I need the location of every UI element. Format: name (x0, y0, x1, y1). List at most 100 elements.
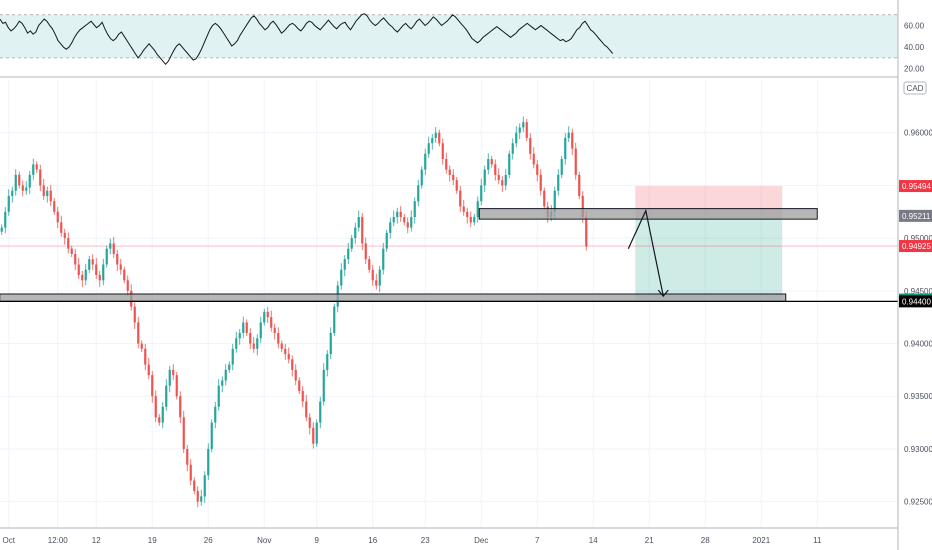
candle-body (256, 338, 259, 349)
candle-body (263, 311, 266, 323)
candle-body (249, 332, 252, 344)
candle-body (77, 264, 80, 276)
candle-body (165, 385, 168, 407)
candle-body (424, 153, 427, 170)
candle-body (483, 169, 486, 186)
candle-body (63, 232, 66, 239)
candle-body (207, 448, 210, 476)
oscillator-tick-label: 40.00 (904, 43, 925, 52)
candle-body (487, 159, 490, 170)
time-tick-label: 9 (315, 536, 320, 545)
candle-body (140, 343, 143, 349)
candle-body (518, 127, 521, 133)
time-tick-label: 16 (368, 536, 377, 545)
currency-badge-label: CAD (907, 84, 924, 93)
candle-body (326, 354, 329, 370)
candle-body (396, 211, 399, 218)
time-tick-label: 28 (701, 536, 710, 545)
candle-body (245, 322, 248, 333)
price-axis[interactable]: 0.960000.955000.950000.945000.940000.935… (897, 0, 932, 550)
candle-body (277, 332, 280, 344)
candle-body (504, 174, 507, 186)
candle-body (508, 153, 511, 175)
candle-body (14, 174, 17, 191)
candle-body (315, 422, 318, 444)
time-tick-label: 21 (645, 536, 654, 545)
candle-body (567, 132, 570, 138)
candle-body (18, 174, 21, 186)
price-tick-label: 0.93000 (904, 445, 932, 454)
candle-body (210, 422, 213, 449)
candle-body (4, 211, 7, 228)
oscillator-tick-label: 60.00 (904, 22, 925, 31)
time-tick-label: 19 (148, 536, 157, 545)
candle-body (361, 217, 364, 244)
projection-path (627, 208, 664, 297)
price-tag (899, 180, 932, 193)
candle-body (441, 143, 444, 160)
candle-body (543, 190, 546, 207)
candle-body (179, 396, 182, 418)
candle-body (88, 259, 91, 270)
candle-body (7, 195, 10, 212)
candle-body (102, 264, 105, 281)
candle-body (375, 280, 378, 286)
time-tick-label: 11 (813, 536, 822, 545)
candle-body (382, 248, 385, 270)
candle-body (39, 169, 42, 186)
price-tag (899, 209, 932, 222)
price-tag-label: 0.94400 (902, 297, 931, 306)
candle-body (417, 185, 420, 202)
candle-body (511, 143, 514, 154)
candle-body (434, 132, 437, 138)
time-tick-label: 26 (204, 536, 213, 545)
candle-body (189, 464, 192, 481)
candle-body (168, 369, 171, 386)
candle-body (126, 280, 129, 291)
candle-body (214, 406, 217, 423)
price-tag (899, 295, 932, 308)
candle-body (287, 354, 290, 360)
candle-body (294, 369, 297, 381)
candle-body (340, 269, 343, 286)
time-axis[interactable]: Oct 12:00 12 19 26 Nov 9 16 23 Dec 7 14 21 28 2021 11 (0, 527, 898, 545)
candle-body (392, 217, 395, 223)
candle-body (312, 427, 315, 444)
price-tick-label: 0.94500 (904, 287, 932, 296)
oscillator-line (0, 13, 614, 66)
candle-body (347, 248, 350, 260)
candle-body (490, 159, 493, 165)
candle-body (144, 348, 147, 365)
candle-body (501, 180, 504, 186)
candle-body (578, 174, 581, 196)
candle-body (203, 475, 206, 497)
candle-body (427, 143, 430, 154)
resistance-zone (478, 208, 818, 220)
support-zone (0, 293, 787, 302)
candle-body (109, 243, 112, 249)
candle-body (273, 327, 276, 333)
candle-body (200, 496, 203, 502)
candle-body (175, 375, 178, 397)
candle-body (322, 369, 325, 402)
candle-body (319, 401, 322, 423)
candle-body (431, 137, 434, 144)
candle-body (28, 174, 31, 188)
price-pane (0, 80, 898, 528)
candle-body (252, 343, 255, 349)
candle-body (497, 174, 500, 181)
candle-body (56, 211, 59, 223)
candle-body (172, 369, 175, 376)
candle-body (438, 132, 441, 144)
candle-body (354, 227, 357, 239)
candle-body (529, 137, 532, 154)
candle-body (357, 217, 360, 228)
candle-body (452, 174, 455, 181)
candle-body (333, 306, 336, 333)
candle-body (11, 190, 14, 196)
candle-body (378, 269, 381, 286)
last-price-tag (899, 240, 932, 253)
candle-body (420, 169, 423, 186)
price-tick-label: 0.95000 (904, 234, 932, 243)
